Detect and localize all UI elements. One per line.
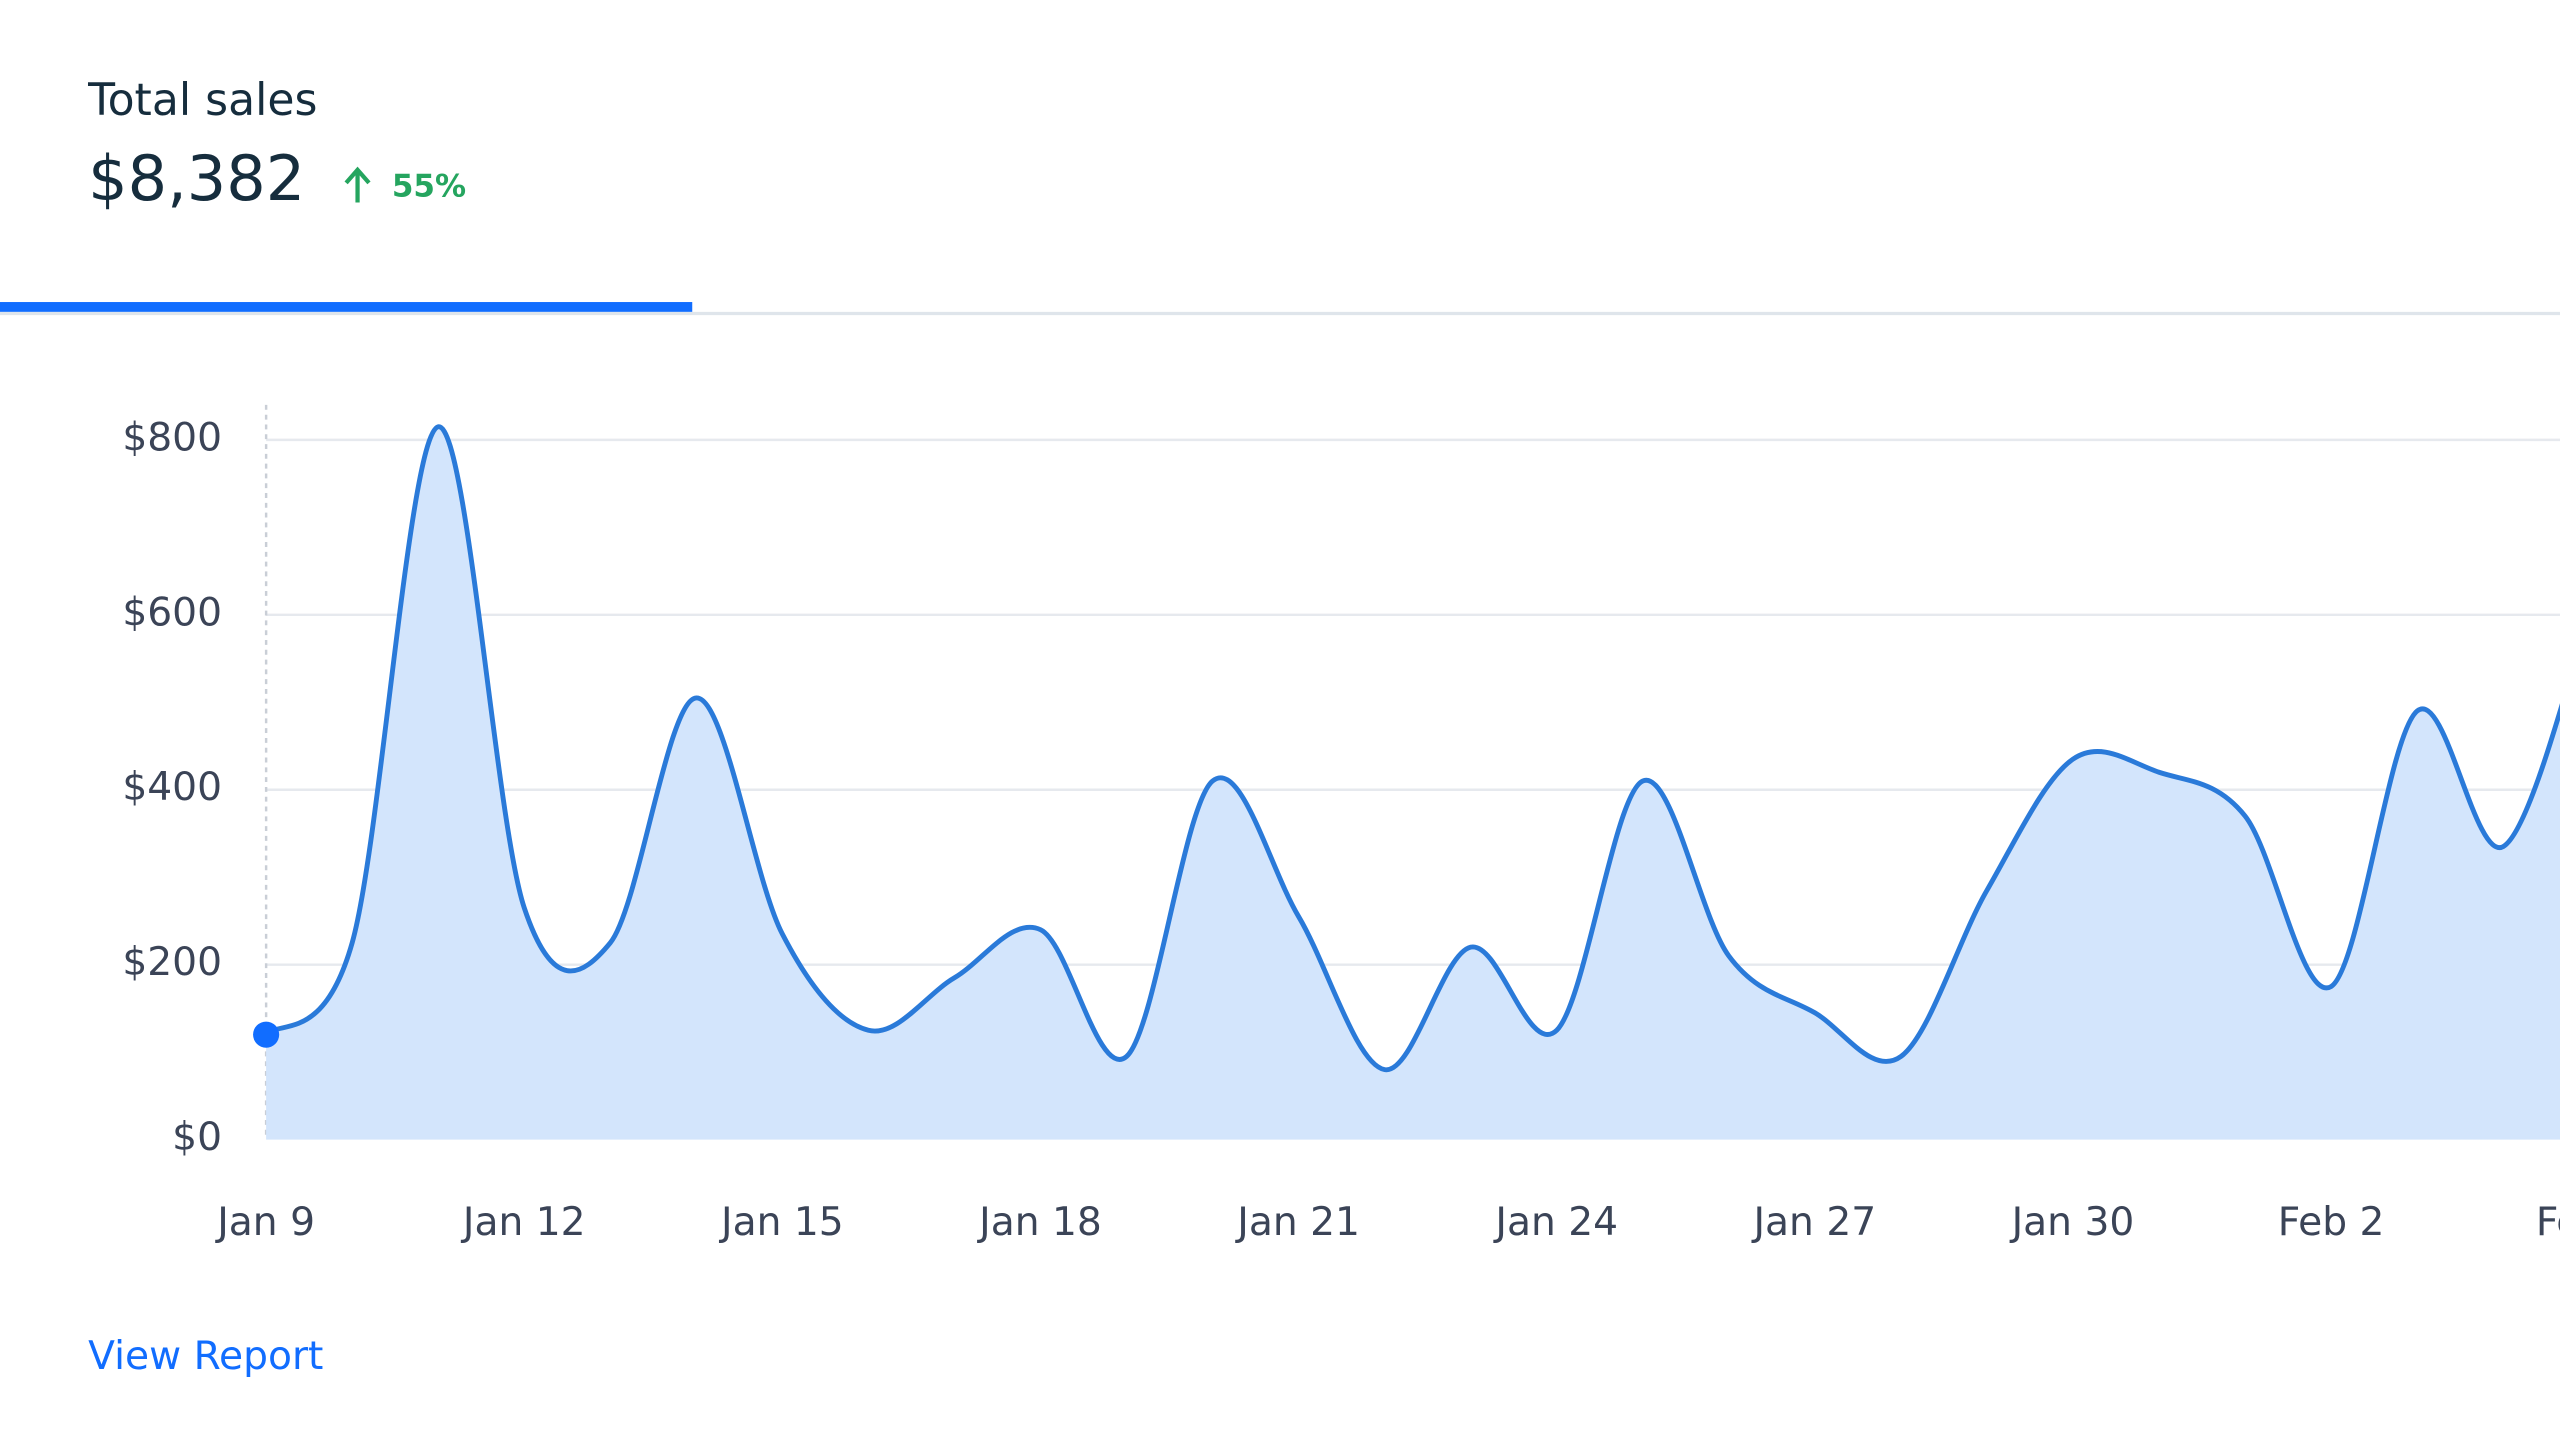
x-tick-label: Jan 9: [214, 1200, 315, 1245]
plot-area: $0 $200 $400 $600 $800 Jan 9 Jan 12 Jan 15 Jan 1…: [122, 404, 2560, 1245]
change-value: 55%: [392, 169, 466, 205]
view-report-link[interactable]: View Report: [88, 1334, 323, 1379]
x-tick-label: Jan 12: [460, 1200, 586, 1245]
y-tick-label: $0: [172, 1115, 222, 1160]
start-point: [253, 1021, 280, 1048]
area-fill: [266, 426, 2560, 1140]
y-tick-label: $200: [122, 940, 222, 985]
line: [264, 424, 2560, 1073]
active-tab-indicator[interactable]: [0, 302, 693, 312]
x-tick-label: Jan 18: [976, 1200, 1102, 1245]
x-tick-label: Jan 15: [718, 1200, 844, 1245]
x-tick-label: Jan 21: [1234, 1200, 1360, 1245]
x-tick-label: Jan 30: [2009, 1200, 2135, 1245]
x-tick-label: Feb 2: [2278, 1200, 2385, 1245]
y-tick-label: $400: [122, 765, 222, 810]
card-title: Total sales: [87, 75, 317, 126]
up-arrow: [344, 166, 371, 203]
x-tick-label: Feb 5: [2536, 1200, 2560, 1245]
x-tick-label: Jan 27: [1751, 1200, 1877, 1245]
total-value: $8,382: [88, 142, 305, 215]
x-tick-label: Jan 24: [1492, 1200, 1618, 1245]
y-tick-label: $800: [122, 415, 222, 460]
y-tick-label: $600: [122, 590, 222, 635]
